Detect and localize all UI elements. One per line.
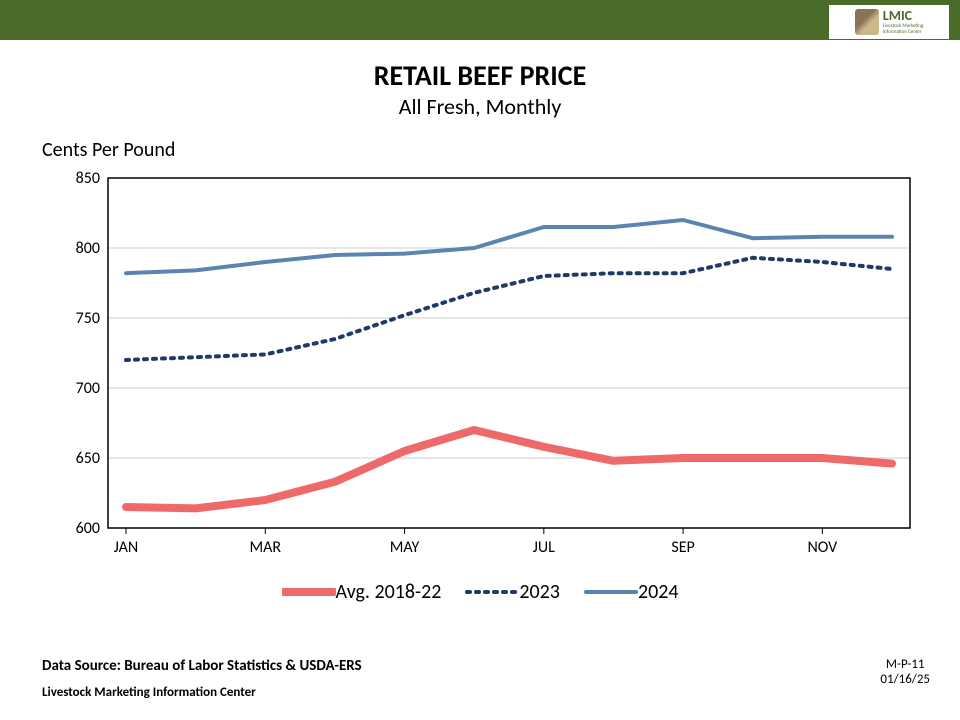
- legend-item: Avg. 2018-22: [282, 580, 442, 604]
- lmic-logo-icon: [855, 9, 879, 35]
- svg-text:850: 850: [76, 169, 100, 188]
- legend-label: 2024: [638, 580, 679, 604]
- svg-text:NOV: NOV: [807, 538, 838, 557]
- chart-area: 600 650 700 750 800 850 JAN MAR MAY JUL SEP NOV: [60, 168, 920, 568]
- svg-text:SEP: SEP: [671, 538, 694, 557]
- svg-text:650: 650: [76, 449, 100, 468]
- svg-text:JUL: JUL: [533, 538, 555, 557]
- legend: Avg. 2018-22 2023 2024: [0, 580, 960, 606]
- svg-text:MAR: MAR: [249, 538, 281, 557]
- logo-sub2: Information Center: [883, 30, 923, 35]
- legend-swatch: [584, 583, 638, 601]
- chart-code: M-P-11: [880, 657, 930, 672]
- legend-swatch: [282, 583, 336, 601]
- y-axis-label: Cents Per Pound: [42, 138, 175, 162]
- chart-svg: 600 650 700 750 800 850 JAN MAR MAY JUL SEP NOV: [60, 168, 920, 568]
- lmic-logo: LMIC Livestock Marketing Information Cen…: [828, 4, 950, 40]
- org-name: Livestock Marketing Information Center: [42, 685, 930, 700]
- chart-title: RETAIL BEEF PRICE: [0, 58, 960, 93]
- legend-label: 2023: [519, 580, 560, 604]
- svg-text:600: 600: [76, 519, 100, 538]
- legend-label: Avg. 2018-22: [336, 580, 442, 604]
- data-source: Data Source: Bureau of Labor Statistics …: [42, 657, 930, 675]
- title-block: RETAIL BEEF PRICE All Fresh, Monthly: [0, 58, 960, 120]
- chart-date: 01/16/25: [880, 672, 930, 687]
- legend-item: 2023: [465, 580, 560, 604]
- lmic-logo-text: LMIC Livestock Marketing Information Cen…: [883, 9, 923, 35]
- header-green-band: [0, 0, 960, 40]
- footer-right: M-P-11 01/16/25: [880, 657, 930, 687]
- footer: Data Source: Bureau of Labor Statistics …: [42, 657, 930, 700]
- legend-item: 2024: [584, 580, 679, 604]
- chart-subtitle: All Fresh, Monthly: [0, 93, 960, 120]
- legend-swatch: [465, 583, 519, 601]
- svg-text:MAY: MAY: [390, 538, 420, 557]
- header-bar: LMIC Livestock Marketing Information Cen…: [0, 0, 960, 40]
- logo-main-text: LMIC: [883, 9, 923, 23]
- svg-text:750: 750: [76, 309, 100, 328]
- svg-text:800: 800: [76, 239, 100, 258]
- svg-text:JAN: JAN: [114, 538, 138, 557]
- svg-text:700: 700: [76, 379, 100, 398]
